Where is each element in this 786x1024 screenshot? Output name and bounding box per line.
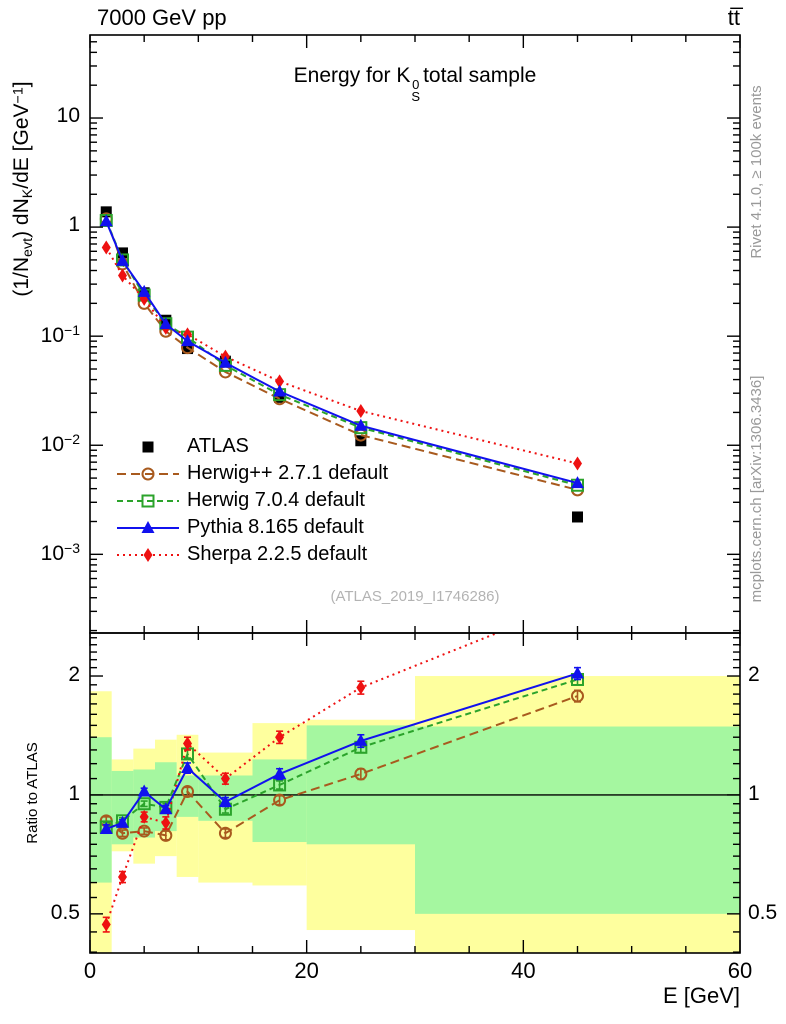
legend-markers [117, 441, 179, 562]
ratio-series-pythia-8-165-default [99, 666, 584, 835]
y-axis-label-top: (1/Nevt) dNK/dE [GeV−1] [10, 81, 37, 297]
kshort-sup: 0 [412, 77, 420, 92]
plot-title-post: total sample [423, 64, 537, 87]
y-tick-label-ratio-left: 0.5 [50, 900, 80, 924]
y-tick-label-ratio-right: 1 [748, 781, 760, 805]
y-tick-label-top: 10−3 [40, 540, 80, 566]
ratio-panel-series-layer [99, 633, 584, 933]
x-tick-label: 60 [727, 958, 753, 983]
y-tick-label-top: 10 [56, 104, 80, 128]
uncertainty-band-inner [90, 737, 112, 883]
y-tick-label-ratio-left: 2 [68, 663, 80, 687]
y-tick-label-top: 10−1 [40, 322, 80, 348]
y-tick-label-top: 1 [68, 213, 80, 237]
legend-item-sherpa: Sherpa 2.2.5 default [187, 543, 368, 565]
top-panel-series-layer [99, 206, 584, 523]
rivet-version-note: Rivet 4.1.0, ≥ 100k events [748, 85, 765, 259]
axis-ticks [89, 35, 741, 953]
plot-title-pre: Energy for K [293, 64, 411, 87]
process-label: tt̅ [727, 5, 740, 30]
legend-item-atlas: ATLAS [187, 435, 249, 457]
top-series-herwig-7-0-4-default [99, 213, 584, 492]
kshort-sub: S [411, 89, 421, 105]
top-series-pythia-8-165-default [99, 214, 584, 489]
beam-energy-label: 7000 GeV pp [97, 5, 227, 30]
watermark: (ATLAS_2019_I1746286) [330, 588, 500, 605]
uncertainty-band-inner [415, 726, 740, 914]
top-series-sherpa-2-2-5-default [101, 240, 582, 471]
y-tick-label-ratio-left: 1 [68, 781, 80, 805]
legend-item-herwigpp: Herwig++ 2.7.1 default [187, 462, 389, 484]
x-tick-label: 0 [83, 958, 97, 983]
y-tick-label-ratio-right: 2 [748, 663, 760, 687]
x-tick-label: 40 [511, 958, 536, 983]
legend-item-pythia: Pythia 8.165 default [187, 516, 364, 538]
x-tick-label: 20 [294, 958, 319, 983]
y-tick-label-top: 10−2 [40, 431, 80, 457]
ratio-series-sherpa-2-2-5-default [101, 633, 500, 933]
ratio-bands-layer [90, 676, 740, 953]
y-tick-label-ratio-right: 0.5 [748, 900, 778, 924]
x-axis-label: E [GeV] [662, 983, 740, 1008]
top-series-herwig-2-7-1-default [99, 212, 584, 497]
legend-item-herwig7: Herwig 7.0.4 default [187, 489, 365, 511]
mcplots-arxiv-note: mcplots.cern.ch [arXiv:1306.3436] [748, 375, 765, 603]
